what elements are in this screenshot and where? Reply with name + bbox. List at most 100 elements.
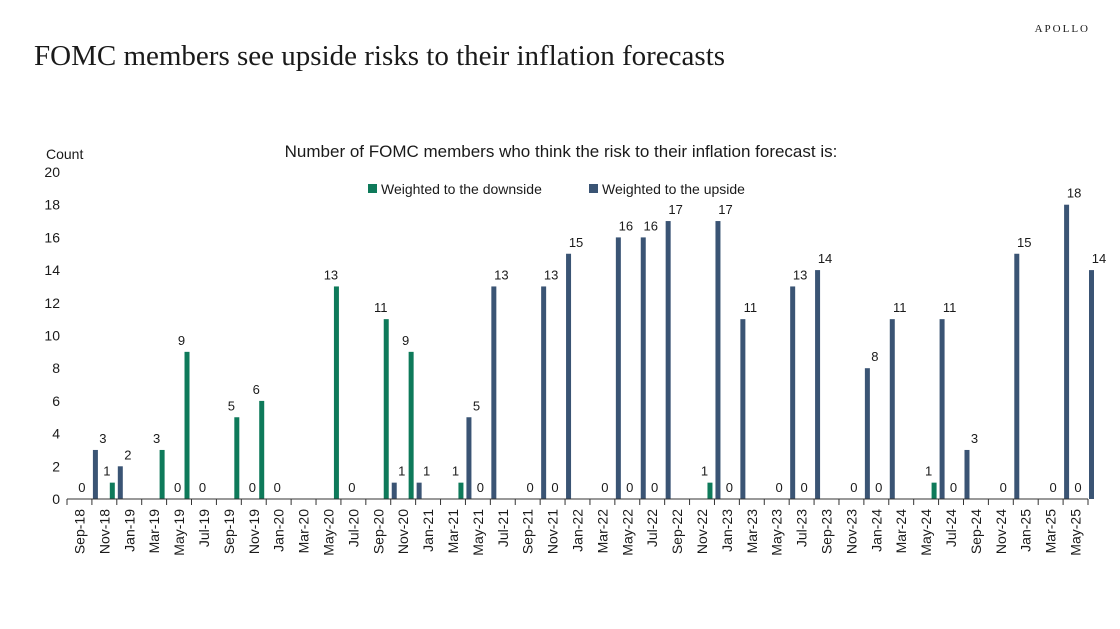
x-tick-label: Jan-20: [271, 509, 287, 552]
bar-downside: [184, 351, 190, 499]
data-label-upside: 8: [871, 349, 878, 364]
page-title: FOMC members see upside risks to their i…: [34, 40, 726, 72]
data-label-upside: 0: [249, 480, 256, 495]
observation-group: 0 17: [651, 202, 683, 500]
observation-group: 1 17: [701, 202, 733, 500]
brand-logo: APOLLO: [1034, 23, 1090, 35]
x-tick-label: Jan-24: [868, 509, 884, 552]
data-label-downside: 0: [776, 480, 783, 495]
y-axis-label: Count: [46, 146, 83, 162]
x-tick-label: Nov-24: [993, 509, 1009, 554]
bar-upside: [1014, 253, 1020, 499]
observation-group: 111: [374, 300, 405, 499]
x-tick-label: May-20: [320, 509, 336, 556]
bar-upside: [1089, 270, 1094, 499]
observation-group: 0 13: [776, 267, 807, 499]
data-label-downside: 9: [402, 333, 409, 348]
observation-group: 0 14: [1074, 251, 1106, 499]
x-tick-label: Jan-25: [1018, 509, 1034, 552]
x-tick-label: Mar-22: [594, 509, 610, 554]
observation-group: 0 11: [726, 300, 757, 499]
data-label-upside: 14: [818, 251, 832, 266]
x-tick-label: Sep-23: [819, 509, 835, 554]
observation-group: 13 0: [324, 267, 356, 499]
data-label-downside: 1: [103, 464, 110, 479]
data-label-downside: 0: [1000, 480, 1007, 495]
y-tick-label: 20: [44, 164, 60, 180]
data-label-upside: 18: [1067, 186, 1081, 201]
bar-downside: [259, 400, 265, 499]
data-label-downside: 0: [651, 480, 658, 495]
x-tick-label: Sep-21: [520, 509, 536, 554]
data-label-downside: 0: [1049, 480, 1056, 495]
y-tick-label: 14: [44, 262, 60, 278]
bar-upside: [665, 221, 671, 500]
y-tick-label: 16: [44, 229, 60, 245]
legend-label-downside: Weighted to the downside: [381, 181, 542, 197]
data-label-downside: 0: [527, 480, 534, 495]
data-label-downside: 0: [875, 480, 882, 495]
x-tick-label: Mar-23: [744, 509, 760, 554]
bar-upside: [615, 237, 621, 499]
observation-group: 111: [925, 300, 956, 499]
x-tick-label: May-24: [918, 509, 934, 556]
x-tick-label: May-23: [769, 509, 785, 556]
x-tick-label: Jan-21: [420, 509, 436, 552]
bar-upside: [864, 368, 870, 499]
data-label-upside: 11: [744, 300, 758, 315]
observation-group: 0 18: [1049, 186, 1081, 499]
x-tick-label: Jul-22: [644, 509, 660, 547]
x-tick-label: Sep-19: [221, 509, 237, 554]
chart-title: Number of FOMC members who think the ris…: [285, 142, 838, 161]
data-label-downside: 0: [78, 480, 85, 495]
data-label-downside: 0: [800, 480, 807, 495]
data-label-upside: 13: [793, 267, 807, 282]
bar-upside: [566, 253, 572, 499]
x-tick-label: Nov-22: [694, 509, 710, 554]
bar-upside: [964, 449, 970, 499]
bar-upside: [715, 221, 721, 500]
bar-upside: [1064, 204, 1070, 499]
data-label-downside: 1: [452, 464, 459, 479]
observation-group: 0 16: [626, 218, 658, 499]
data-label-downside: 1: [701, 464, 708, 479]
data-label-downside: 0: [626, 480, 633, 495]
data-label-upside: 5: [473, 398, 480, 413]
observation-group: 03: [78, 431, 107, 499]
bar-downside: [383, 319, 389, 499]
data-label-downside: 0: [551, 480, 558, 495]
observation-group: 0 14: [800, 251, 832, 499]
data-label-upside: 17: [718, 202, 732, 217]
bar-upside: [466, 417, 472, 499]
observation-group: 60: [253, 382, 281, 499]
x-tick-label: May-19: [171, 509, 187, 556]
observation-group: 0 15: [1000, 235, 1032, 499]
data-label-upside: 2: [124, 447, 131, 462]
observation-group: 0 16: [601, 218, 633, 499]
legend: Weighted to the downside Weighted to the…: [368, 181, 745, 197]
data-label-upside: 0: [199, 480, 206, 495]
observation-group: 03: [950, 431, 978, 499]
x-tick-label: Mar-24: [893, 509, 909, 554]
x-tick-label: Jan-22: [570, 509, 586, 552]
bar-upside: [640, 237, 646, 499]
data-label-upside: 17: [668, 202, 682, 217]
bar-upside: [889, 319, 895, 499]
x-tick-label: Sep-24: [968, 509, 984, 554]
data-label-upside: 16: [619, 218, 633, 233]
data-label-upside: 1: [398, 464, 405, 479]
bar-upside: [117, 466, 123, 499]
observation-group: 90: [178, 333, 206, 499]
x-tick-label: May-21: [470, 509, 486, 556]
data-label-upside: 0: [348, 480, 355, 495]
y-tick-label: 18: [44, 197, 60, 213]
bar-downside: [931, 482, 937, 499]
x-tick-label: Jan-23: [719, 509, 735, 552]
x-tick-label: Jan-19: [121, 509, 137, 552]
y-tick-label: 4: [52, 426, 60, 442]
bar-downside: [458, 482, 464, 499]
bar-upside: [391, 482, 397, 499]
bar-upside: [491, 286, 497, 499]
y-tick-label: 8: [52, 360, 60, 376]
